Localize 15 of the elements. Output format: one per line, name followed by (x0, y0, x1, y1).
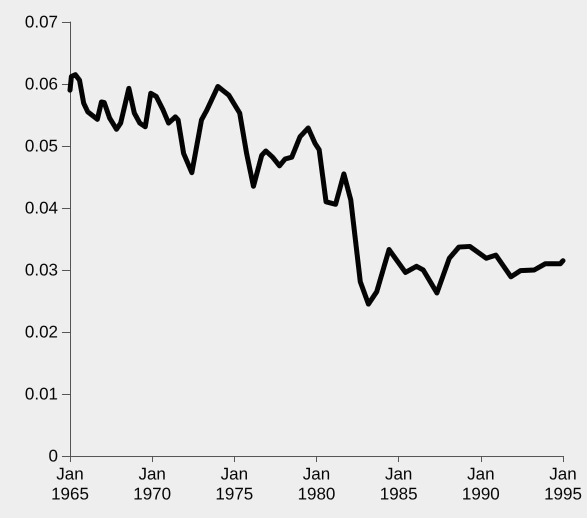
x-tick-label: Jan 1965 (51, 464, 89, 504)
x-tick-label: Jan 1985 (380, 464, 418, 504)
y-tick-label: 0.04 (24, 198, 58, 218)
x-tick-label: Jan 1970 (133, 464, 172, 504)
y-tick-label: 0.05 (24, 136, 58, 156)
y-tick-label: 0.02 (24, 322, 58, 342)
y-tick-label: 0.01 (24, 384, 58, 404)
x-tick-label: Jan 1980 (298, 464, 336, 504)
y-tick-label: 0.06 (24, 74, 58, 94)
y-tick-label: 0 (48, 446, 58, 466)
y-tick-label: 0.03 (24, 260, 58, 280)
y-tick-label: 0.07 (24, 12, 58, 32)
x-tick-label: Jan 1995 (544, 464, 582, 504)
x-tick-label: Jan 1990 (462, 464, 500, 504)
x-tick-label: Jan 1975 (215, 464, 254, 504)
